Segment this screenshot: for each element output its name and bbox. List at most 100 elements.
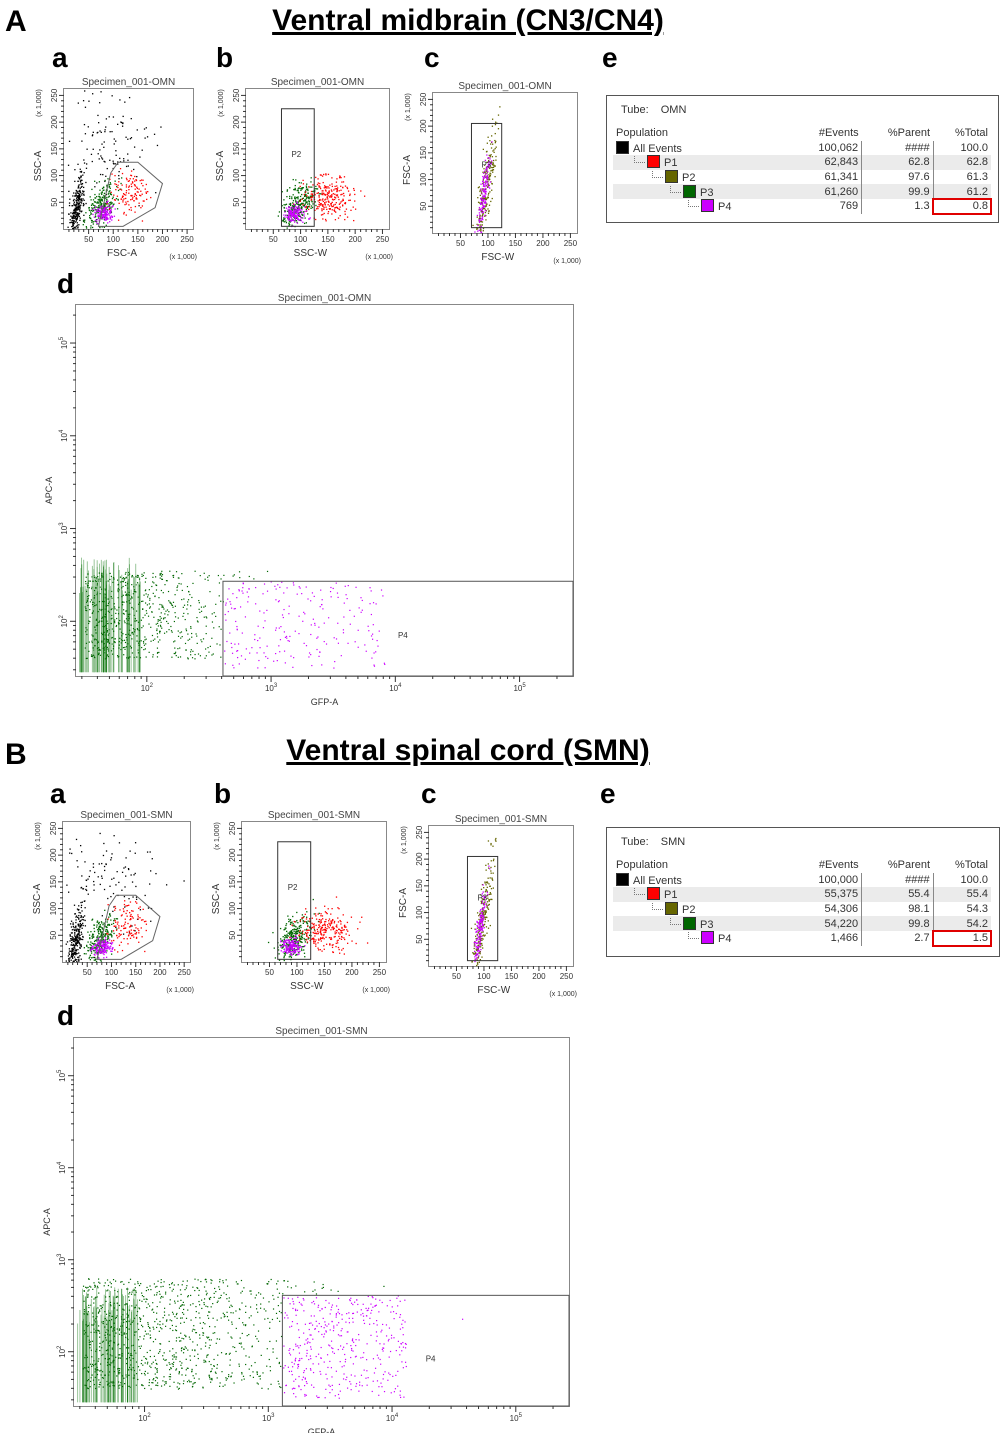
- data-point: [174, 616, 177, 618]
- data-point: [118, 842, 121, 844]
- data-point: [164, 584, 166, 586]
- data-point: [316, 183, 319, 186]
- data-point: [84, 925, 87, 927]
- data-point: [331, 946, 334, 949]
- data-point: [488, 154, 490, 157]
- data-point: [281, 191, 283, 193]
- data-point: [108, 629, 110, 631]
- data-point: [310, 193, 312, 195]
- data-point: [306, 210, 308, 212]
- data-point: [482, 188, 484, 190]
- tree-connector: [688, 200, 699, 208]
- data-point: [478, 221, 481, 223]
- data-point: [94, 656, 96, 659]
- data-point: [327, 200, 330, 202]
- data-point: [321, 599, 323, 601]
- data-point: [292, 945, 294, 947]
- data-point: [199, 611, 201, 614]
- data-point: [331, 183, 333, 185]
- data-point: [482, 189, 485, 191]
- data-point: [149, 870, 152, 872]
- data-point: [73, 944, 76, 947]
- data-point: [78, 204, 80, 206]
- data-point: [113, 199, 116, 201]
- data-point: [302, 202, 304, 205]
- data-point: [81, 851, 83, 853]
- data-point: [314, 913, 317, 915]
- data-point: [101, 573, 103, 575]
- data-point: [107, 933, 109, 935]
- data-point: [283, 631, 285, 633]
- data-point: [74, 216, 76, 219]
- data-point: [290, 937, 293, 940]
- data-point: [309, 926, 311, 928]
- data-point: [86, 610, 88, 612]
- data-point: [73, 960, 75, 962]
- data-point: [289, 931, 291, 933]
- data-point: [194, 653, 196, 656]
- data-point: [75, 926, 77, 929]
- data-point: [147, 594, 149, 596]
- data-point: [130, 199, 132, 201]
- data-point: [342, 947, 344, 950]
- data-point: [284, 937, 286, 939]
- data-point: [290, 944, 292, 947]
- data-point: [488, 174, 490, 176]
- data-point: [311, 194, 314, 196]
- data-point: [98, 949, 101, 952]
- data-point: [70, 938, 72, 940]
- data-point: [262, 627, 265, 629]
- data-point: [83, 214, 85, 216]
- data-point: [335, 194, 337, 196]
- data-point: [289, 938, 291, 941]
- data-point: [95, 618, 98, 620]
- data-point: [301, 213, 303, 216]
- data-point: [341, 926, 343, 929]
- data-point: [77, 909, 80, 911]
- data-point: [301, 918, 303, 920]
- data-point: [296, 189, 298, 192]
- data-point: [494, 123, 497, 126]
- data-point: [75, 930, 78, 932]
- data-point: [68, 959, 70, 961]
- data-point: [326, 187, 328, 189]
- data-point: [282, 936, 284, 938]
- data-point: [294, 218, 297, 220]
- data-point: [73, 192, 75, 194]
- data-point: [184, 618, 186, 621]
- data-point: [129, 178, 131, 180]
- data-point: [83, 159, 85, 161]
- data-point: [119, 628, 121, 630]
- data-point: [315, 218, 317, 221]
- data-point: [297, 207, 300, 209]
- data-point: [301, 593, 303, 595]
- data-point: [343, 195, 345, 197]
- data-point: [102, 186, 105, 189]
- data-point: [337, 907, 339, 909]
- data-point: [78, 212, 81, 215]
- data-point: [322, 181, 324, 184]
- data-point: [311, 196, 313, 198]
- data-point: [487, 182, 489, 184]
- data-point: [78, 224, 80, 226]
- data-point: [296, 216, 298, 218]
- data-point: [122, 581, 125, 583]
- data-point: [99, 196, 101, 199]
- y-tick-label: 100: [50, 168, 59, 182]
- data-point: [166, 580, 168, 582]
- data-point: [123, 910, 125, 913]
- data-point: [76, 908, 79, 910]
- data-point: [211, 654, 213, 656]
- data-point: [82, 202, 85, 205]
- data-point: [495, 140, 497, 143]
- data-point: [114, 163, 116, 165]
- data-point: [335, 582, 337, 584]
- data-point: [95, 944, 97, 946]
- data-point: [325, 931, 327, 934]
- data-point: [285, 939, 287, 941]
- data-point: [339, 206, 341, 208]
- data-point: [97, 942, 99, 944]
- data-point: [100, 926, 102, 928]
- data-point: [91, 576, 93, 578]
- data-point: [140, 207, 142, 209]
